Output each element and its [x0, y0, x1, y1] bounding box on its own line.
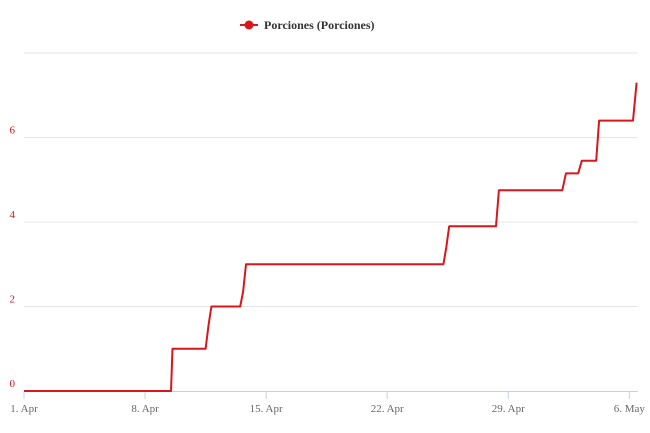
x-tick-label: 8. Apr	[131, 403, 159, 415]
y-tick-label: 2	[10, 294, 16, 306]
gridlines	[24, 52, 638, 307]
y-tick-label: 4	[10, 209, 16, 221]
x-axis: 1. Apr 8. Apr 15. Apr 22. Apr 29. Apr 6. May	[10, 391, 645, 415]
plot-area	[24, 82, 638, 392]
x-tick-label: 22. Apr	[371, 403, 404, 415]
legend[interactable]: Porciones (Porciones)	[240, 18, 375, 32]
y-axis-ticks: 0 2 4 6	[10, 125, 16, 391]
x-tick-label: 6. May	[614, 403, 646, 415]
y-tick-label: 0	[10, 378, 16, 390]
x-tick-label: 15. Apr	[250, 403, 283, 415]
legend-label: Porciones (Porciones)	[264, 18, 375, 32]
y-tick-label: 6	[10, 125, 16, 137]
x-tick-label: 29. Apr	[492, 403, 525, 415]
legend-marker	[244, 20, 254, 30]
x-tick-label: 1. Apr	[10, 403, 38, 415]
series-line[interactable]	[24, 82, 638, 392]
